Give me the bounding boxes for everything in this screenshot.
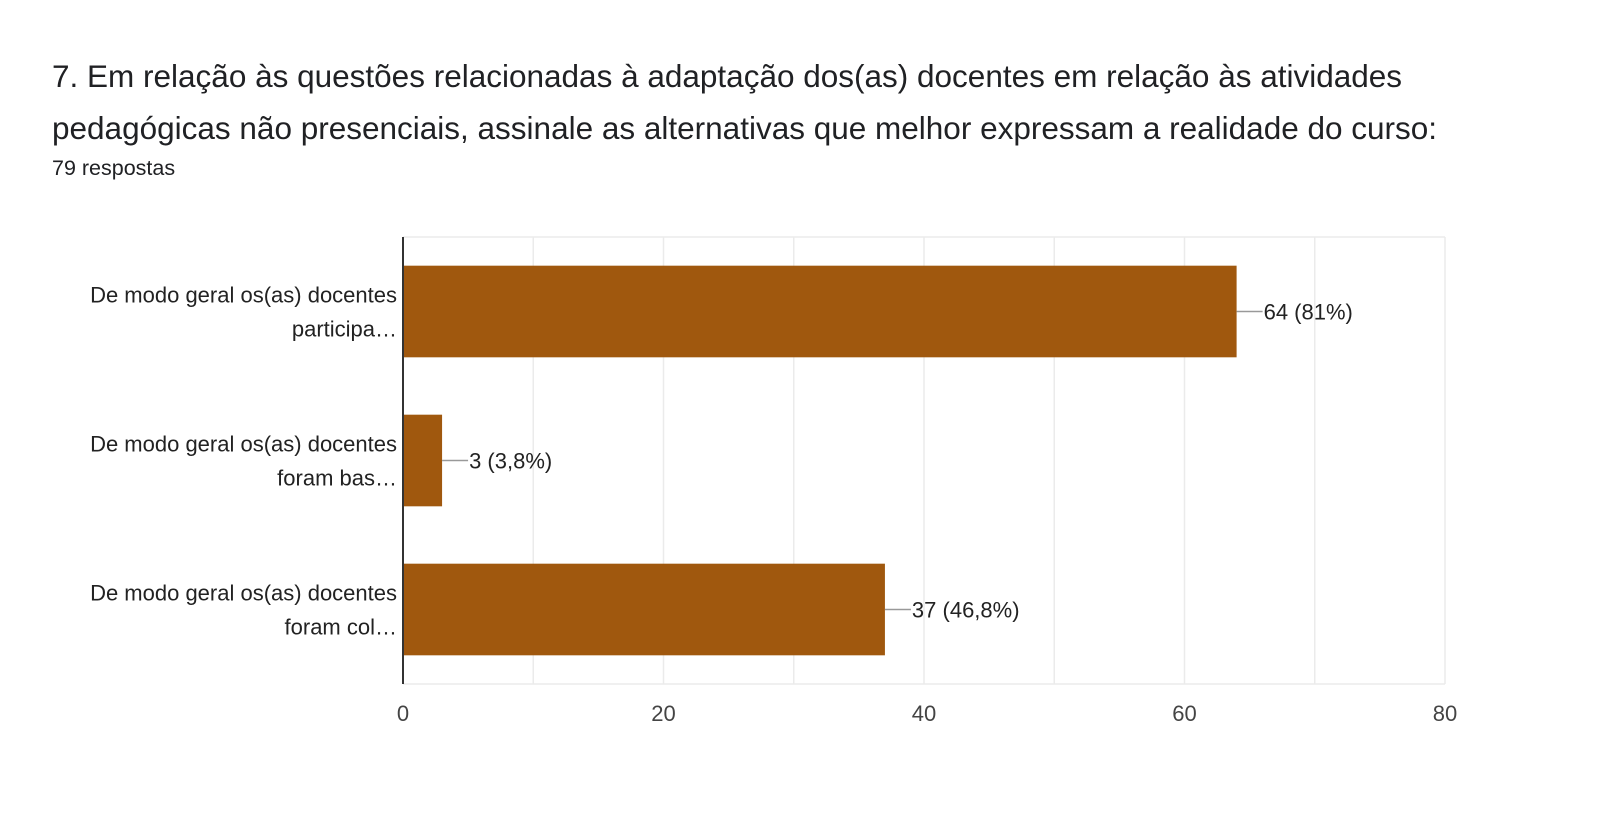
category-label-line: De modo geral os(as) docentes xyxy=(90,432,397,457)
category-label-line: foram col… xyxy=(285,615,397,640)
question-title: 7. Em relação às questões relacionadas à… xyxy=(52,58,1438,146)
category-label: De modo geral os(as) docentes participa… xyxy=(90,283,397,342)
category-label: De modo geral os(as) docentes foram bas… xyxy=(90,432,397,491)
response-count: 79 respostas xyxy=(52,156,176,180)
bar xyxy=(403,414,443,507)
data-label: 3 (3,8%) xyxy=(469,449,552,474)
x-tick-label: 60 xyxy=(1172,701,1196,726)
category-label-line: De modo geral os(as) docentes xyxy=(90,581,397,606)
category-label-line: De modo geral os(as) docentes xyxy=(90,283,397,308)
x-tick-label: 40 xyxy=(912,701,936,726)
x-tick-label: 20 xyxy=(651,701,675,726)
data-labels: 64 (81%) 3 (3,8%) 37 (46,8%) xyxy=(469,300,1353,623)
category-label-line: foram bas… xyxy=(277,466,397,491)
data-label: 37 (46,8%) xyxy=(912,598,1020,623)
leader-lines xyxy=(442,310,1263,611)
category-labels: De modo geral os(as) docentes participa…D… xyxy=(90,283,397,640)
category-label: De modo geral os(as) docentes foram col… xyxy=(90,581,397,640)
x-tick-label: 0 xyxy=(397,701,409,726)
bar xyxy=(403,563,885,656)
bar xyxy=(403,265,1237,358)
bars xyxy=(403,265,1237,656)
category-label-line: participa… xyxy=(292,317,397,342)
data-label: 64 (81%) xyxy=(1264,300,1353,325)
x-axis-tick-labels: 0 20 40 60 80 xyxy=(397,701,1457,726)
x-tick-label: 80 xyxy=(1433,701,1457,726)
